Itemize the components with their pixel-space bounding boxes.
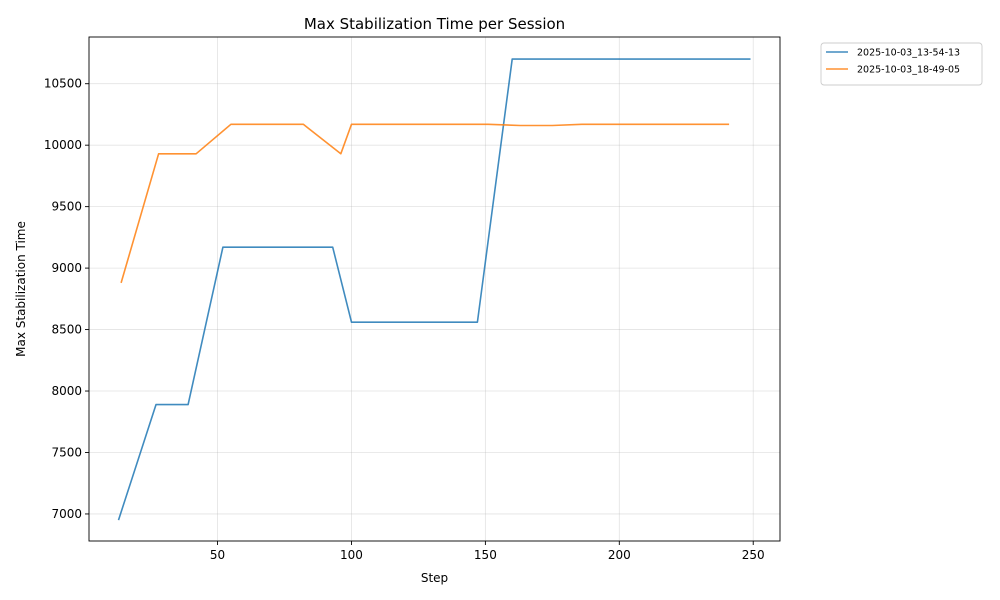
legend-frame [820,42,983,86]
axis-ticks: 50 100 150 200 250 7000 7500 8000 8500 9000 9500 10… [44,77,765,562]
x-tick-label: 200 [608,548,631,562]
x-axis-label: Step [421,571,448,585]
y-tick-label: 8000 [51,384,82,398]
grid-lines [89,37,780,541]
series-line-2 [120,123,730,284]
y-tick-label: 9000 [51,261,82,275]
y-tick-label: 7500 [51,445,82,459]
chart-title: Max Stabilization Time per Session [304,15,565,33]
legend: 2025-10-03_13-54-13 2025-10-03_18-49-05 [820,42,983,86]
x-tick-label: 100 [340,548,363,562]
x-tick-label: 150 [474,548,497,562]
y-tick-label: 7000 [51,507,82,521]
plot-area-frame [88,36,781,542]
y-tick-label: 10000 [44,138,82,152]
legend-entry-label: 2025-10-03_13-54-13 [857,48,960,59]
y-axis-label: Max Stabilization Time [14,221,28,357]
x-tick-label: 50 [210,548,225,562]
y-tick-label: 10500 [44,77,82,91]
legend-entry-label: 2025-10-03_18-49-05 [857,65,960,76]
series-lines [117,58,751,521]
y-tick-label: 9500 [51,200,82,214]
y-tick-label: 8500 [51,323,82,337]
x-tick-label: 250 [742,548,765,562]
series-line-1 [117,58,751,521]
